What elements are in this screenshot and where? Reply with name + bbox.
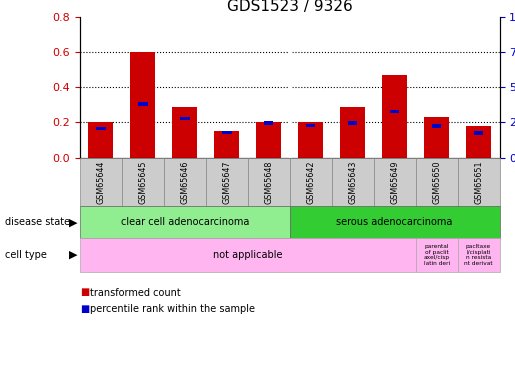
Text: GSM65643: GSM65643: [348, 161, 357, 204]
Bar: [424, 117, 449, 158]
Text: GSM65648: GSM65648: [264, 161, 273, 204]
Bar: [214, 131, 239, 158]
Bar: [180, 117, 190, 120]
Text: GSM65642: GSM65642: [306, 161, 315, 204]
Text: GSM65647: GSM65647: [222, 161, 231, 204]
Bar: [256, 122, 281, 158]
Text: GSM65649: GSM65649: [390, 161, 399, 204]
Text: ■: ■: [80, 304, 89, 314]
Bar: [222, 130, 232, 135]
Text: GSM65651: GSM65651: [474, 161, 483, 204]
Bar: [298, 122, 323, 158]
Text: parental
of paclit
axel/cisp
latin deri: parental of paclit axel/cisp latin deri: [423, 244, 450, 266]
Bar: [382, 75, 407, 158]
Text: GSM65646: GSM65646: [180, 161, 189, 204]
Title: GDS1523 / 9326: GDS1523 / 9326: [227, 0, 353, 14]
Bar: [264, 121, 273, 125]
Text: serous adenocarcinoma: serous adenocarcinoma: [336, 217, 453, 227]
Bar: [96, 127, 106, 130]
Bar: [390, 110, 400, 113]
Bar: [474, 131, 484, 135]
Text: disease state: disease state: [5, 217, 70, 227]
Text: cell type: cell type: [5, 250, 47, 260]
Bar: [130, 52, 156, 158]
Text: ▶: ▶: [68, 250, 77, 260]
Bar: [348, 121, 357, 124]
Bar: [432, 124, 441, 128]
Bar: [88, 122, 113, 158]
Text: transformed count: transformed count: [90, 288, 181, 297]
Bar: [340, 106, 365, 158]
Bar: [172, 106, 197, 158]
Text: GSM65644: GSM65644: [96, 161, 105, 204]
Text: percentile rank within the sample: percentile rank within the sample: [90, 304, 255, 314]
Text: clear cell adenocarcinoma: clear cell adenocarcinoma: [121, 217, 249, 227]
Text: ▶: ▶: [68, 217, 77, 227]
Text: ■: ■: [80, 288, 89, 297]
Text: GSM65645: GSM65645: [139, 161, 147, 204]
Text: not applicable: not applicable: [213, 250, 282, 260]
Bar: [466, 126, 491, 158]
Bar: [306, 124, 316, 128]
Text: GSM65650: GSM65650: [432, 161, 441, 204]
Bar: [138, 102, 148, 106]
Text: pacltaxe
l/cisplati
n resista
nt derivat: pacltaxe l/cisplati n resista nt derivat: [464, 244, 493, 266]
